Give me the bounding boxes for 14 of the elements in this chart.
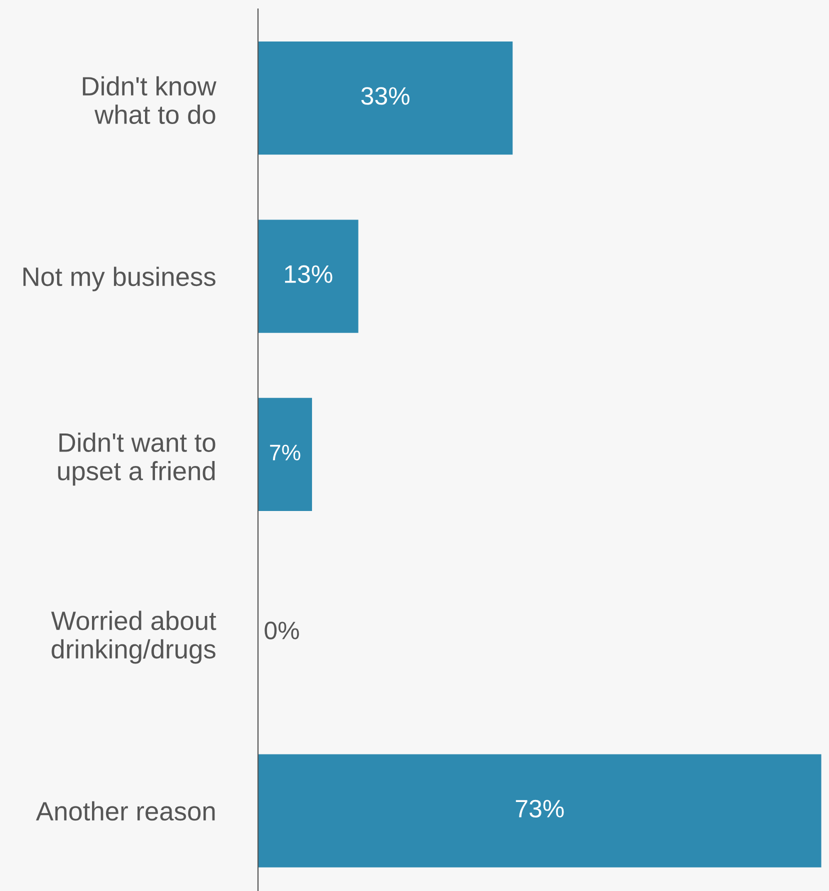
bar [258, 220, 358, 333]
y-tick-label: Another reason [36, 801, 215, 821]
bar [258, 754, 822, 868]
y-tick-label: Didn't know what to do [82, 76, 216, 124]
data-label: 0% [264, 622, 299, 640]
data-label: 33% [361, 87, 410, 105]
bar [258, 42, 513, 155]
bar [258, 398, 312, 512]
y-tick-label: Worried about drinking/drugs [51, 610, 216, 664]
data-label: 7% [270, 444, 300, 460]
data-label: 73% [516, 800, 564, 818]
data-label: 13% [285, 265, 332, 283]
y-tick-label: Didn't want to upset a friend [58, 432, 216, 486]
y-tick-label: Not my business [23, 266, 216, 292]
